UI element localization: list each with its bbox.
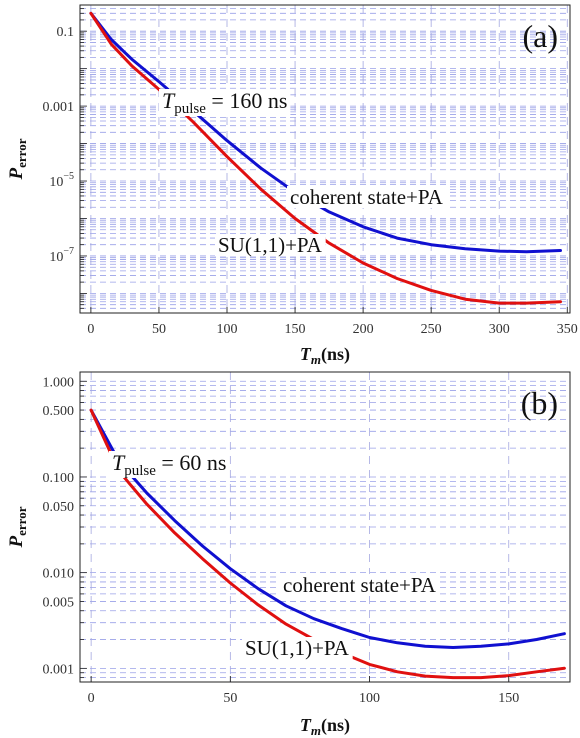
x-tick-label: 0 — [87, 322, 94, 337]
y-tick-label: 1.000 — [43, 375, 75, 390]
x-tick-label: 50 — [223, 691, 237, 706]
y-tick-label: 0.001 — [43, 100, 75, 115]
panel-a: 0 50 100 150 200 250 300 350 0.1 0.001 10−5 10−7 (… — [6, 4, 578, 367]
grid-lines — [80, 4, 570, 314]
x-axis-label: Tm(ns) — [300, 344, 350, 367]
x-ticks: 0 50 100 150 — [88, 676, 519, 706]
y-tick-label: 0.010 — [43, 567, 75, 582]
annotation-pulse: Tpulse = 60 ns — [112, 450, 226, 479]
x-tick-label: 350 — [557, 322, 578, 337]
x-tick-label: 200 — [353, 322, 374, 337]
y-ticks: 0.1 0.001 10−5 10−7 — [43, 25, 75, 265]
plot-frame — [79, 4, 571, 314]
x-tick-label: 300 — [489, 322, 510, 337]
panel-label: (a) — [522, 18, 558, 54]
y-ticks: 1.000 0.500 0.100 0.050 0.010 0.005 0.001 — [43, 375, 75, 677]
series-label-su11: SU(1,1)+PA — [245, 636, 350, 660]
y-tick-label: 0.001 — [43, 662, 75, 677]
x-axis-label: Tm(ns) — [300, 715, 350, 738]
label-knockout — [159, 89, 291, 116]
label-knockout — [287, 186, 447, 208]
series-line-su11 — [89, 11, 562, 305]
series-label-su11: SU(1,1)+PA — [218, 233, 323, 257]
x-tick-label: 150 — [285, 322, 306, 337]
x-tick-label: 50 — [152, 322, 166, 337]
minor-ticks — [80, 380, 87, 679]
series-label-coherent: coherent state+PA — [283, 573, 437, 597]
x-tick-label: 100 — [359, 691, 380, 706]
y-tick-label: 10−5 — [49, 171, 74, 190]
y-tick-label: 0.100 — [43, 471, 75, 486]
label-knockout — [280, 574, 440, 596]
y-tick-label: 10−7 — [49, 246, 74, 265]
x-tick-label: 0 — [88, 691, 95, 706]
x-tick-label: 100 — [217, 322, 238, 337]
label-knockout — [109, 451, 230, 478]
series-label-coherent: coherent state+PA — [290, 185, 444, 209]
plot-frame — [79, 371, 571, 683]
x-tick-label: 250 — [421, 322, 442, 337]
panel-label: (b) — [521, 385, 558, 421]
y-axis-label: Perror — [6, 506, 29, 548]
minor-ticks — [80, 4, 87, 314]
y-tick-label: 0.1 — [57, 25, 75, 40]
x-ticks: 0 50 100 150 200 250 300 350 — [87, 307, 578, 337]
series-line-coherent — [89, 408, 566, 649]
y-tick-label: 0.005 — [43, 595, 75, 610]
annotation-pulse: Tpulse = 160 ns — [162, 88, 287, 117]
label-knockout — [215, 234, 326, 256]
y-tick-label: 0.500 — [43, 404, 75, 419]
panel-b: 0 50 100 150 1.000 0.500 0.100 0.050 0.010 0.005… — [6, 371, 571, 738]
x-tick-label: 150 — [498, 691, 519, 706]
y-axis-label: Perror — [6, 138, 29, 180]
label-knockout — [242, 637, 353, 659]
y-tick-label: 0.050 — [43, 500, 75, 515]
